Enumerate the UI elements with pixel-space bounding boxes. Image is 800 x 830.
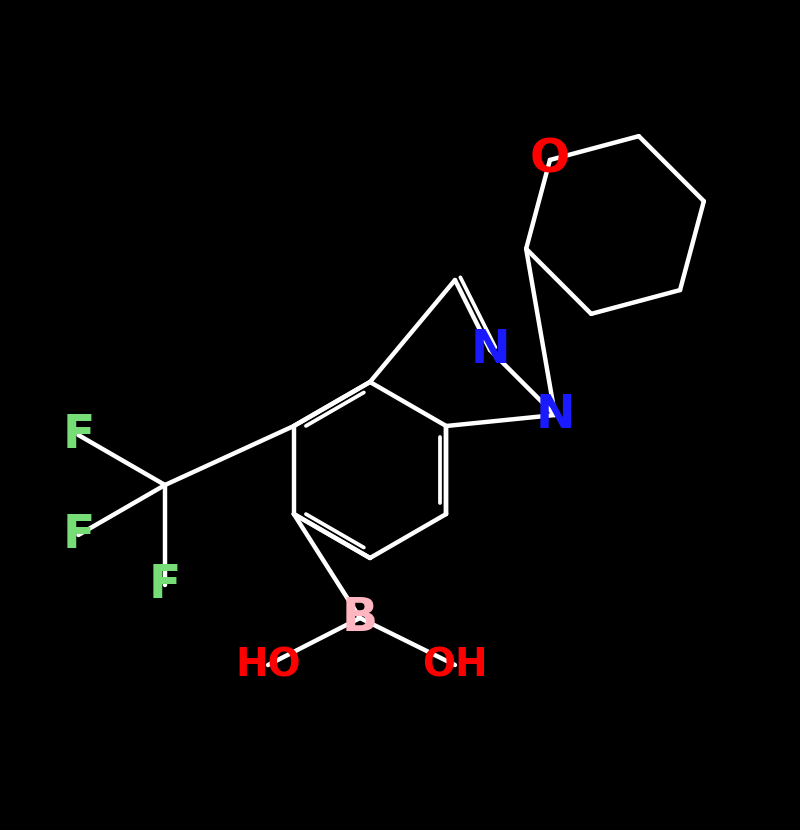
Text: N: N — [535, 393, 575, 437]
Text: O: O — [530, 138, 570, 183]
Text: F: F — [149, 563, 181, 608]
Text: HO: HO — [235, 646, 301, 684]
Text: B: B — [342, 595, 378, 641]
Text: OH: OH — [422, 646, 488, 684]
Text: N: N — [470, 328, 510, 373]
Text: F: F — [62, 413, 94, 457]
Text: F: F — [62, 512, 94, 558]
